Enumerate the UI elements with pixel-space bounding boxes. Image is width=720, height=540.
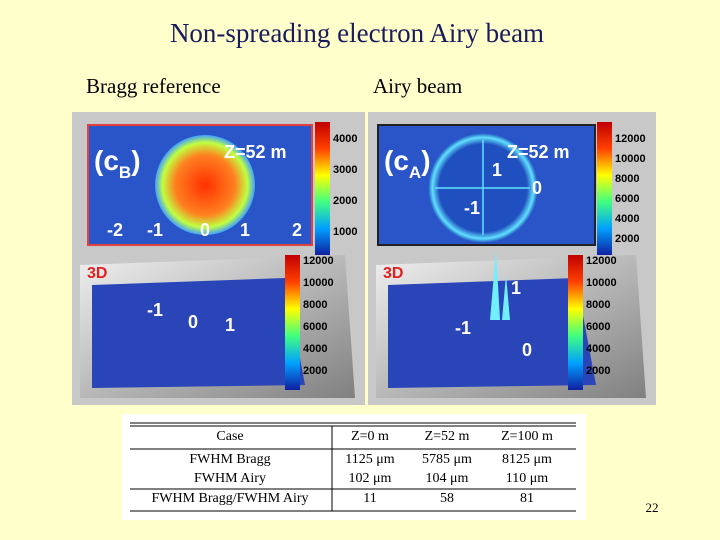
label-close: ) <box>421 145 430 176</box>
axis-label: -1 <box>147 220 163 240</box>
colorbar-label: 10000 <box>615 153 646 165</box>
colorbar-label-3d: 10000 <box>303 277 334 289</box>
colorbar-label-3d: 8000 <box>586 299 610 311</box>
label-sub: B <box>119 163 131 182</box>
axis-label: 1 <box>240 220 250 240</box>
surface-3d <box>388 278 596 388</box>
axis-label: -1 <box>464 198 480 218</box>
colorbar-label: 6000 <box>615 193 639 205</box>
peaks-3d <box>490 250 510 320</box>
table-cell: 104 μm <box>426 471 469 486</box>
column-label: Bragg reference <box>86 74 221 98</box>
colorbar-label-3d: 8000 <box>303 299 327 311</box>
colorbar-label-3d: 10000 <box>586 277 617 289</box>
colorbar-label-3d: 4000 <box>303 343 327 355</box>
colorbar <box>315 122 330 255</box>
slide-title: Non-spreading electron Airy beam <box>170 18 544 48</box>
label-3d: 3D <box>383 265 403 282</box>
table-cell: FWHM Airy <box>194 471 266 486</box>
colorbar-label: 12000 <box>615 133 646 145</box>
label-close: ) <box>131 145 140 176</box>
axis-label: 1 <box>492 160 502 180</box>
table-cell: 102 μm <box>349 471 392 486</box>
z-label: Z=52 m <box>507 142 570 162</box>
axis-label-3d: 1 <box>225 315 235 335</box>
colorbar-label: 1000 <box>333 226 357 238</box>
colorbar-label: 4000 <box>333 133 357 145</box>
table-cell: FWHM Bragg/FWHM Airy <box>151 491 308 506</box>
colorbar-3d <box>285 255 300 390</box>
table-box <box>122 414 586 520</box>
colorbar-label-3d: 6000 <box>303 321 327 333</box>
table-header: Z=0 m <box>351 429 389 444</box>
colorbar-label: 3000 <box>333 164 357 176</box>
label-text: (c <box>384 145 409 176</box>
table: Case Z=0 m Z=52 m Z=100 m FWHM Bragg 1125 μm 5… <box>130 422 576 512</box>
table-cell: 81 <box>520 491 534 506</box>
axis-label: 2 <box>292 220 302 240</box>
colorbar-label: 2000 <box>333 195 357 207</box>
panel-label: (cA) <box>384 145 431 182</box>
colorbar-label: 4000 <box>615 213 639 225</box>
axis-label-3d: 0 <box>188 312 198 332</box>
page-number: 22 <box>646 500 659 515</box>
label-sub: A <box>409 163 421 182</box>
axis-label: 0 <box>532 178 542 198</box>
table-cell: 8125 μm <box>502 452 552 467</box>
table-header: Case <box>216 429 243 444</box>
column-label: Airy beam <box>373 74 462 98</box>
table-header: Z=52 m <box>425 429 470 444</box>
table-header: Z=100 m <box>501 429 553 444</box>
colorbar-label: 2000 <box>615 233 639 245</box>
surface-3d <box>92 278 305 388</box>
colorbar-label-3d: 12000 <box>586 255 617 267</box>
colorbar-3d <box>568 255 583 390</box>
table-cell: 110 μm <box>506 471 548 486</box>
table-cell: 58 <box>440 491 454 506</box>
axis-label: 0 <box>200 220 210 240</box>
table-cell: 1125 μm <box>345 452 394 467</box>
axis-label-3d: 1 <box>511 278 521 298</box>
beam-spot <box>155 135 255 235</box>
table-cell: FWHM Bragg <box>189 452 270 467</box>
panel-label: (cB) <box>94 145 141 182</box>
label-3d: 3D <box>87 265 107 282</box>
axis-label-3d: -1 <box>455 318 471 338</box>
beam-lines <box>435 140 530 235</box>
table-cell: 5785 μm <box>422 452 472 467</box>
axis-label: -2 <box>107 220 123 240</box>
label-text: (c <box>94 145 119 176</box>
axis-label-3d: -1 <box>147 300 163 320</box>
colorbar <box>597 122 612 255</box>
axis-label-3d: 0 <box>522 340 532 360</box>
colorbar-label-3d: 4000 <box>586 343 610 355</box>
z-label: Z=52 m <box>224 142 287 162</box>
colorbar-label-3d: 2000 <box>586 365 610 377</box>
colorbar-label-3d: 2000 <box>303 365 327 377</box>
table-cell: 11 <box>363 491 376 506</box>
colorbar-label-3d: 12000 <box>303 255 334 267</box>
colorbar-label: 8000 <box>615 173 639 185</box>
colorbar-label-3d: 6000 <box>586 321 610 333</box>
